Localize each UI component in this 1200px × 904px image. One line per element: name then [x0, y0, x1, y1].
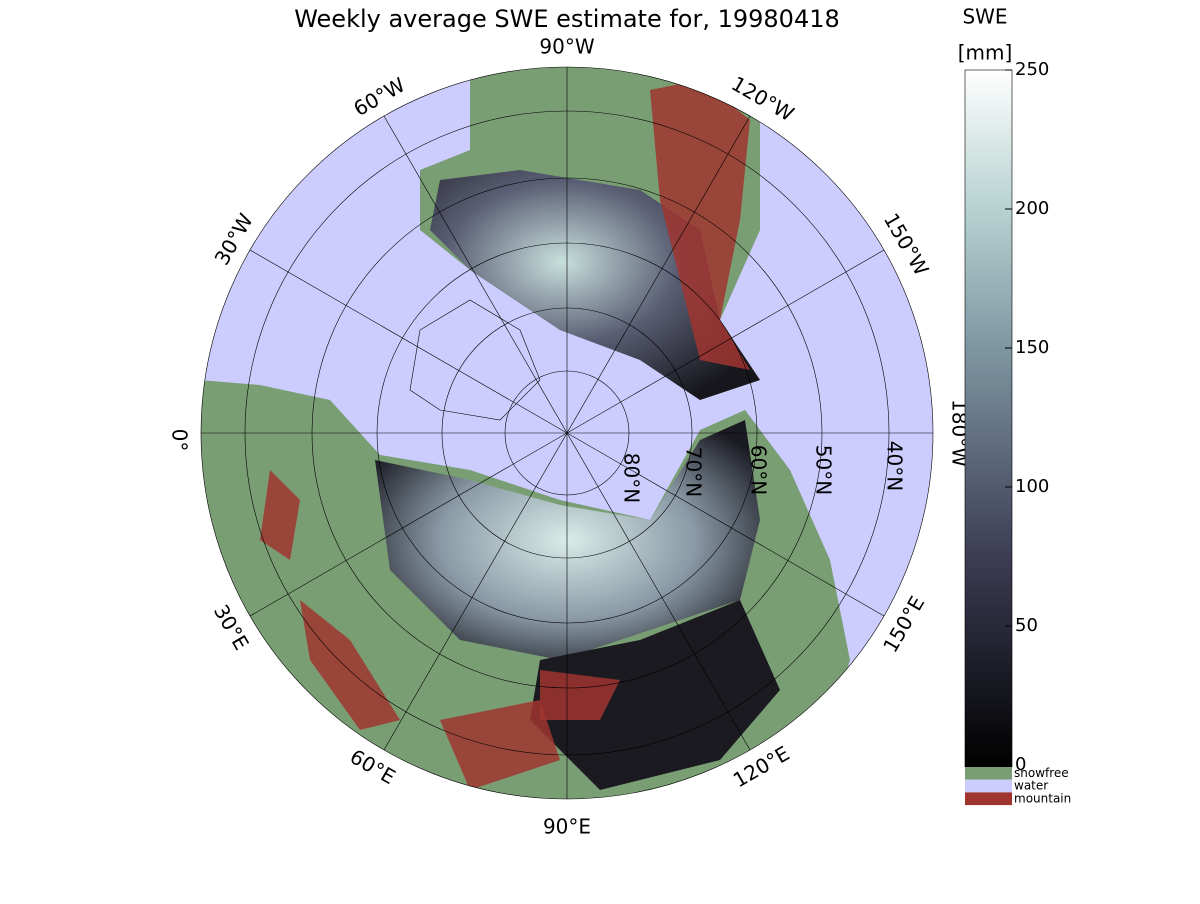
- lon-label: 90°E: [543, 815, 591, 839]
- colorbar-title: SWE: [962, 5, 1007, 29]
- colorbar-tick-label: 50: [1015, 615, 1038, 636]
- lon-label: 90°W: [539, 35, 594, 59]
- legend-swatch: [965, 779, 1012, 793]
- legend-swatch: [965, 767, 1012, 780]
- lat-label: 70°N: [682, 447, 706, 497]
- legend-label: snowfree: [1014, 766, 1069, 780]
- map-title: Weekly average SWE estimate for, 1998041…: [294, 5, 840, 33]
- latitude-labels: 80°N 70°N 60°N 50°N 40°N: [620, 441, 907, 503]
- colorbar-unit: [mm]: [958, 41, 1013, 65]
- colorbar: SWE [mm]: [958, 5, 1013, 768]
- lat-label: 40°N: [883, 441, 907, 491]
- lat-label: 80°N: [620, 453, 644, 503]
- lon-label: 0°: [168, 429, 192, 452]
- lat-label: 60°N: [747, 445, 771, 495]
- colorbar-tick-label: 150: [1015, 337, 1049, 358]
- colorbar-tick-label: 250: [1015, 59, 1049, 80]
- colorbar-tick-label: 200: [1015, 198, 1049, 219]
- lat-label: 50°N: [812, 445, 836, 495]
- colorbar-tick-label: 0: [1015, 754, 1026, 775]
- colorbar-ramp: [964, 69, 1013, 768]
- graticule: [200, 66, 934, 800]
- colorbar-tick-label: 100: [1015, 476, 1049, 497]
- legend-swatch: [965, 792, 1012, 806]
- legend-label: water: [1014, 779, 1048, 793]
- map-disk: [201, 67, 933, 799]
- legend-label: mountain: [1014, 791, 1071, 805]
